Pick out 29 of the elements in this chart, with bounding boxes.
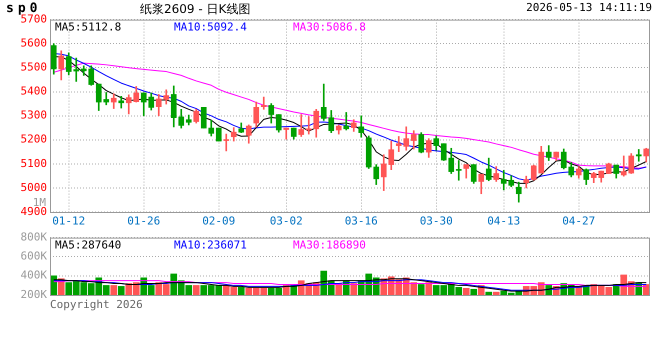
text: MA5:287640: [55, 238, 122, 252]
y-tick-label: 5100: [20, 156, 47, 170]
y-tick-label: 5200: [20, 132, 47, 146]
chart-title: 纸浆2609 - 日K线图: [140, 1, 250, 18]
text: MA30:186890: [293, 238, 366, 252]
text: 2026-05-13 14:11:19: [526, 1, 652, 14]
y-tick-label: 5400: [20, 84, 47, 98]
text: Copyright 2026: [50, 298, 143, 311]
y-tick-label: 5600: [20, 36, 47, 50]
y-tick-label: 4900: [20, 204, 47, 218]
x-tick-label: 01-26: [127, 214, 160, 228]
text: MA5:5112.8: [55, 20, 122, 34]
x-tick-label: 02-09: [202, 214, 236, 228]
text: MA10:5092.4: [174, 20, 248, 34]
y-tick-label: 200K: [20, 288, 48, 301]
text: MA10:236071: [174, 238, 247, 252]
y-tick-label: 400K: [20, 268, 48, 282]
x-tick-label: 01-12: [52, 214, 86, 228]
y-tick-label: 800K: [20, 230, 48, 244]
y-tick-label: 5300: [20, 108, 47, 122]
x-tick-label: 03-16: [344, 214, 378, 228]
y-tick-label: 5500: [20, 60, 47, 74]
x-tick-label: 03-30: [420, 214, 453, 228]
x-tick-label: 03-02: [270, 214, 303, 228]
y-tick-label: 5000: [20, 180, 47, 194]
x-tick-label: 04-13: [487, 214, 520, 228]
x-tick-label: 04-27: [562, 214, 596, 228]
text: MA30:5086.8: [293, 20, 366, 34]
y-tick-label: 600K: [20, 250, 48, 263]
